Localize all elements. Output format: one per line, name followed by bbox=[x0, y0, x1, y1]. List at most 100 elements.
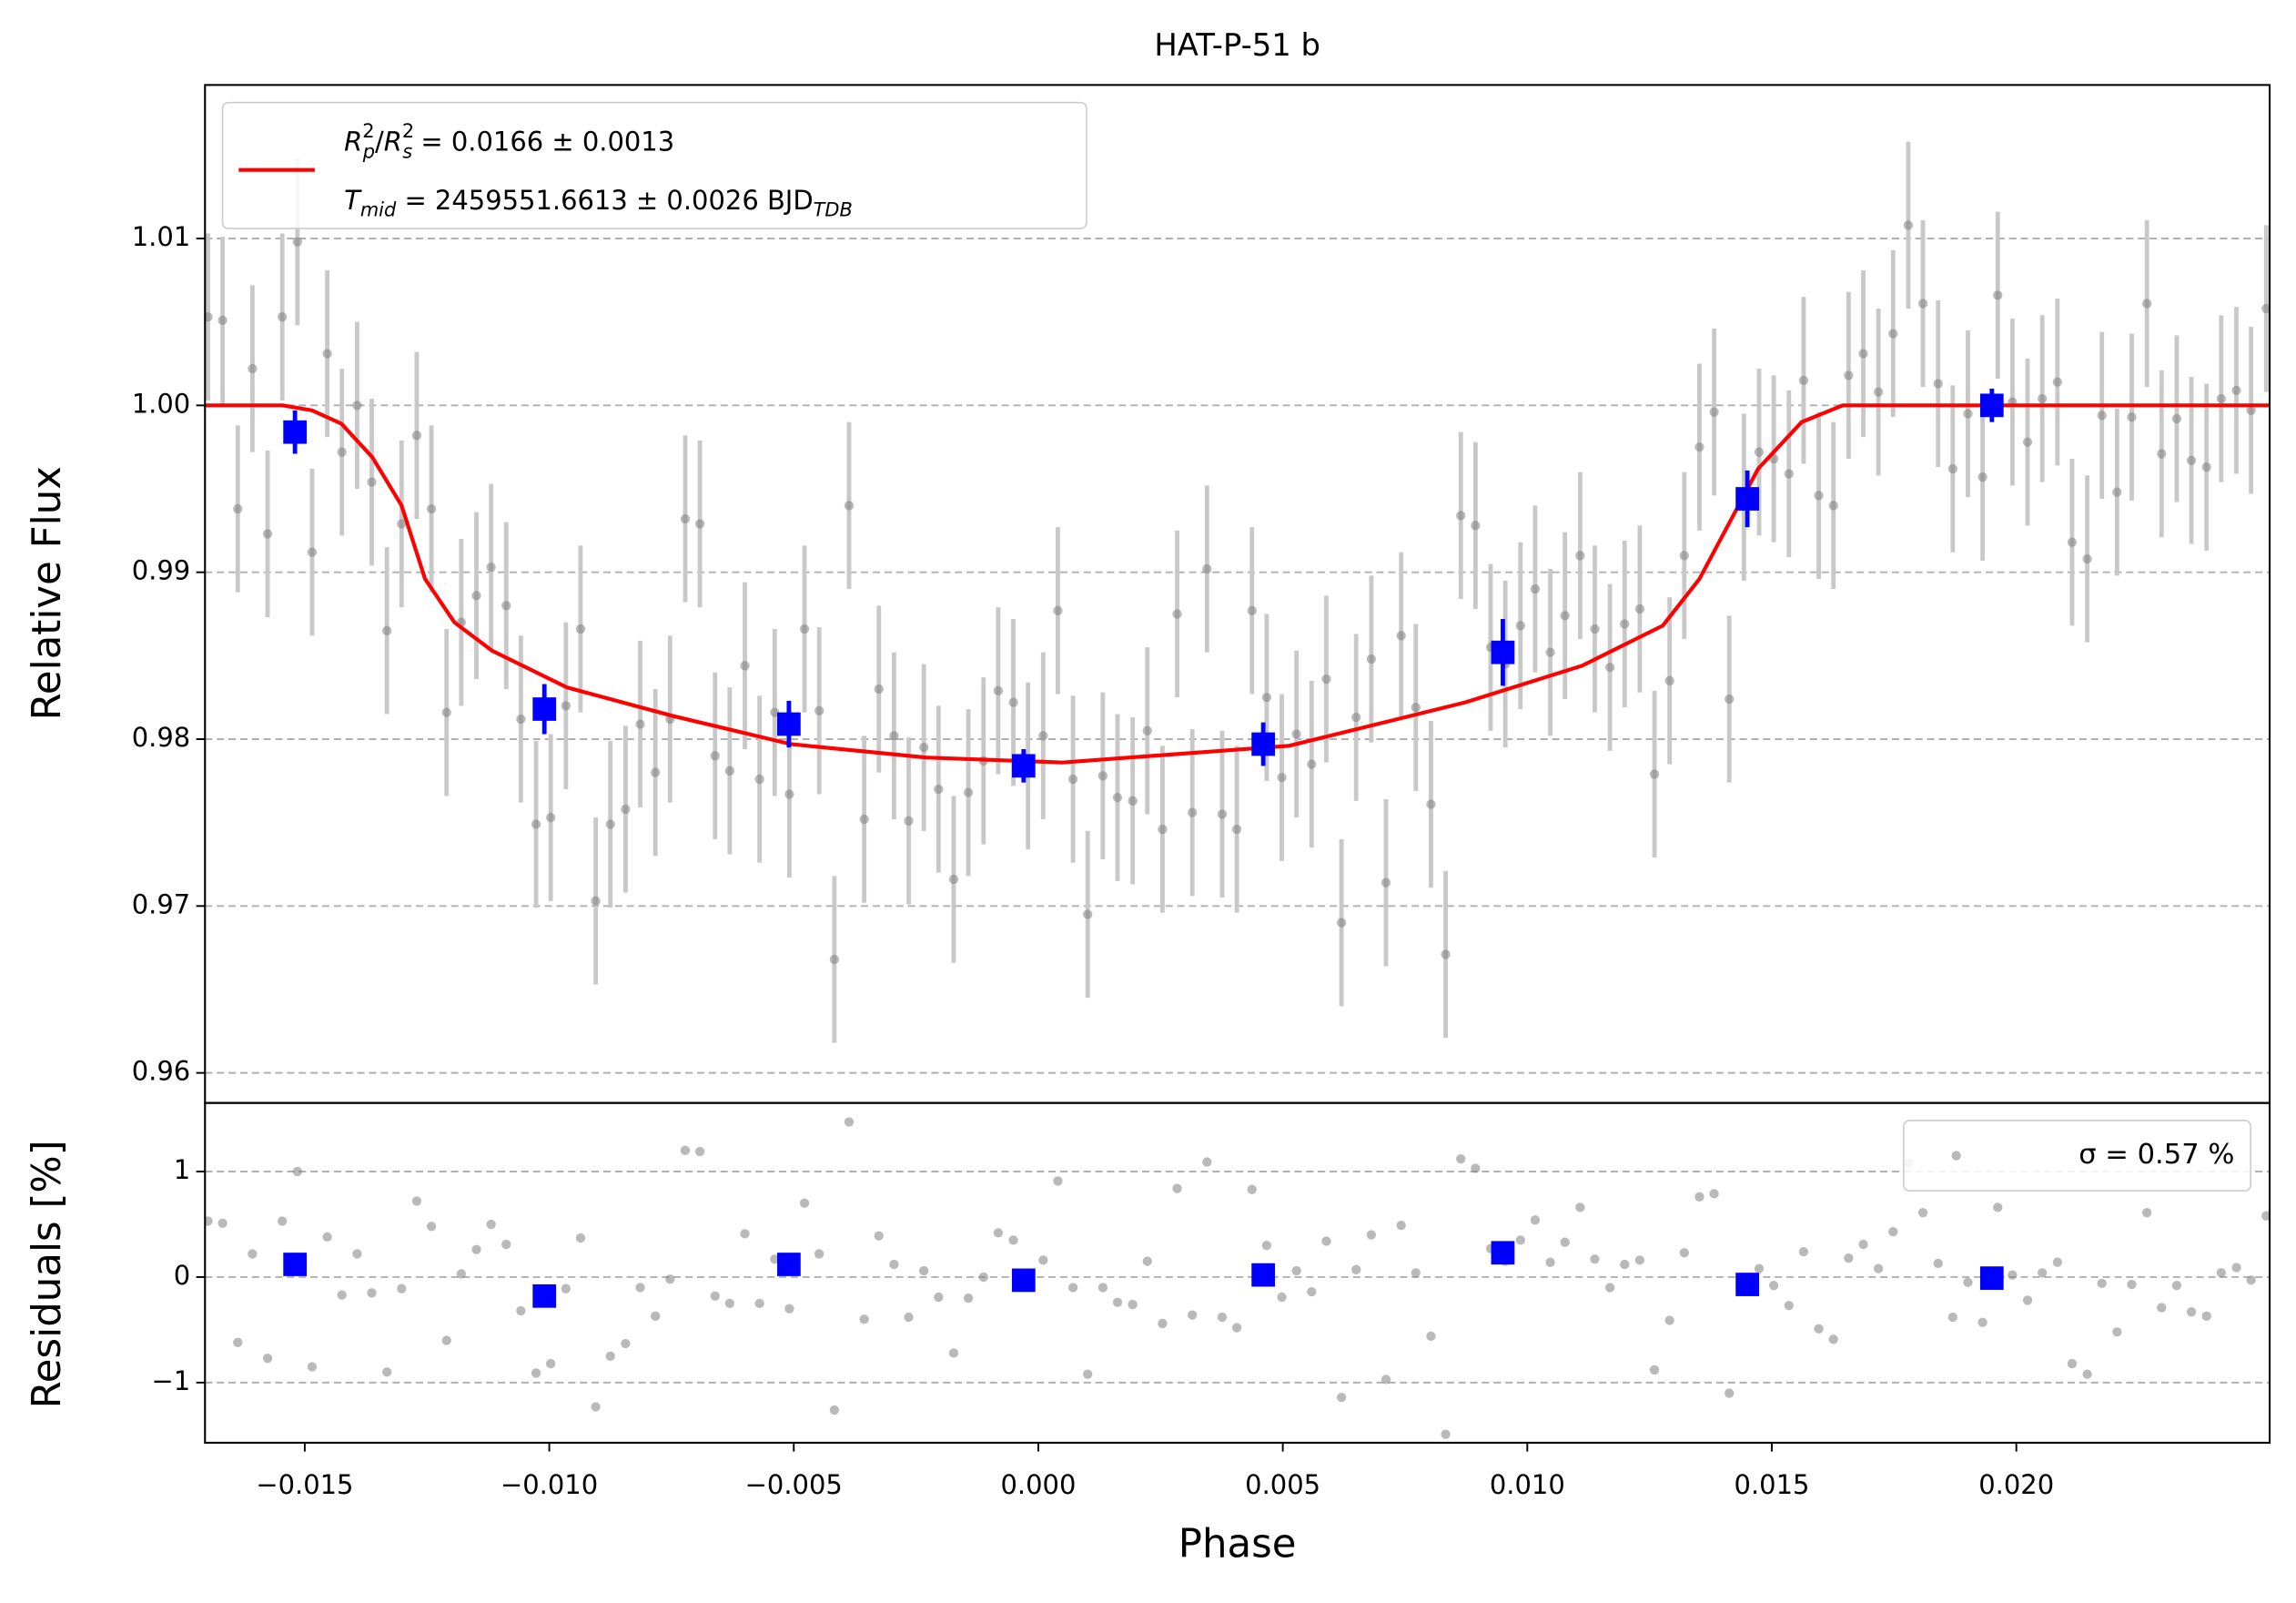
y-tick-label: 0.97 bbox=[132, 888, 190, 919]
residual-point bbox=[1426, 1331, 1436, 1342]
binned-residual bbox=[1251, 1263, 1276, 1287]
residual-point bbox=[948, 1348, 959, 1358]
data-point bbox=[1634, 604, 1645, 614]
data-point bbox=[784, 789, 794, 799]
binned-point bbox=[532, 697, 557, 721]
residual-point bbox=[1530, 1215, 1541, 1225]
residual-point bbox=[546, 1358, 556, 1369]
residual-point bbox=[2186, 1307, 2197, 1317]
data-point bbox=[1620, 619, 1630, 629]
residual-point bbox=[1142, 1256, 1152, 1266]
y-axis-label: Residuals [%] bbox=[25, 1140, 70, 1408]
residual-point bbox=[740, 1229, 750, 1239]
residual-point bbox=[1993, 1202, 2003, 1212]
data-point bbox=[740, 661, 750, 671]
legend-text-part: 2 bbox=[402, 120, 414, 142]
y-tick-label: 1 bbox=[174, 1154, 190, 1185]
data-point bbox=[1575, 551, 1585, 561]
data-point bbox=[1530, 583, 1541, 594]
legend-label: σ = 0.57 % bbox=[2079, 1139, 2234, 1171]
residual-point bbox=[352, 1249, 362, 1259]
data-point bbox=[948, 874, 959, 885]
residual-point bbox=[1828, 1334, 1838, 1344]
residual-point bbox=[724, 1298, 735, 1309]
data-point bbox=[322, 349, 332, 359]
residual-point bbox=[205, 1216, 213, 1226]
data-point bbox=[1053, 605, 1063, 615]
data-point bbox=[1202, 563, 1212, 574]
residual-point bbox=[411, 1196, 422, 1206]
data-point bbox=[635, 719, 645, 729]
data-point bbox=[1008, 697, 1018, 707]
data-point bbox=[278, 312, 288, 322]
residual-point bbox=[1963, 1277, 1973, 1287]
residual-point bbox=[2082, 1369, 2092, 1379]
data-point bbox=[2186, 455, 2197, 465]
residual-point bbox=[651, 1311, 661, 1321]
x-tick-label: 0.020 bbox=[1978, 1469, 2054, 1500]
data-point bbox=[859, 814, 869, 825]
data-point bbox=[531, 819, 541, 829]
data-point bbox=[1231, 824, 1242, 835]
data-point bbox=[2261, 303, 2271, 314]
data-point bbox=[1128, 796, 1138, 806]
data-point bbox=[337, 447, 347, 457]
data-point bbox=[367, 477, 377, 487]
data-point bbox=[1993, 290, 2003, 300]
residual-point bbox=[1679, 1248, 1689, 1258]
residual-point bbox=[337, 1290, 347, 1300]
legend-text-part: mid bbox=[360, 199, 397, 221]
x-tick-label: 0.015 bbox=[1735, 1469, 1810, 1500]
residual-point bbox=[2157, 1303, 2167, 1313]
data-point bbox=[621, 804, 631, 815]
legend-marker bbox=[1951, 1151, 1961, 1161]
residual-point bbox=[1933, 1258, 1943, 1269]
x-tick-label: 0.005 bbox=[1245, 1469, 1320, 1500]
residual-point bbox=[2022, 1295, 2033, 1305]
data-point bbox=[1664, 675, 1674, 685]
binned-point bbox=[1251, 732, 1276, 756]
data-point bbox=[1798, 375, 1809, 385]
residual-point bbox=[1471, 1163, 1481, 1173]
binned-point bbox=[1735, 487, 1759, 511]
binned-point bbox=[1491, 640, 1515, 665]
residual-point bbox=[1307, 1287, 1317, 1297]
residual-point bbox=[1515, 1235, 1525, 1245]
residual-point bbox=[1188, 1310, 1198, 1320]
data-point bbox=[1515, 621, 1525, 631]
y-tick-label: 0.98 bbox=[132, 722, 190, 753]
data-point bbox=[501, 601, 511, 611]
residual-point bbox=[1604, 1283, 1615, 1293]
y-tick-label: 1.00 bbox=[132, 388, 190, 419]
data-point bbox=[1725, 694, 1735, 705]
data-point bbox=[2231, 385, 2241, 395]
data-point bbox=[1307, 759, 1317, 769]
binned-residual bbox=[1979, 1266, 2004, 1290]
data-point bbox=[546, 813, 556, 823]
residual-point bbox=[919, 1265, 929, 1276]
residual-point bbox=[426, 1222, 437, 1232]
residual-point bbox=[1366, 1230, 1377, 1240]
data-point bbox=[471, 591, 481, 601]
residual-point bbox=[367, 1288, 377, 1298]
x-tick-label: −0.010 bbox=[501, 1469, 598, 1500]
data-point bbox=[1217, 809, 1228, 819]
legend-text-part: R bbox=[344, 127, 362, 157]
residual-point bbox=[1158, 1318, 1168, 1329]
residual-point bbox=[1725, 1388, 1735, 1398]
residual-point bbox=[575, 1233, 586, 1243]
data-point bbox=[1947, 463, 1957, 474]
residual-point bbox=[531, 1368, 541, 1378]
data-point bbox=[2067, 537, 2078, 547]
data-point bbox=[1321, 674, 1331, 685]
data-point bbox=[799, 624, 810, 634]
residual-point bbox=[1873, 1263, 1884, 1273]
x-tick-label: −0.005 bbox=[745, 1469, 843, 1500]
residual-point bbox=[934, 1292, 944, 1303]
data-point bbox=[680, 513, 691, 524]
residual-point bbox=[754, 1298, 764, 1309]
residual-point bbox=[978, 1272, 988, 1283]
data-point bbox=[2216, 393, 2226, 404]
binned-residual bbox=[283, 1253, 308, 1276]
legend-label: Tmid = 2459551.6613 ± 0.0026 BJDTDB bbox=[344, 185, 853, 221]
